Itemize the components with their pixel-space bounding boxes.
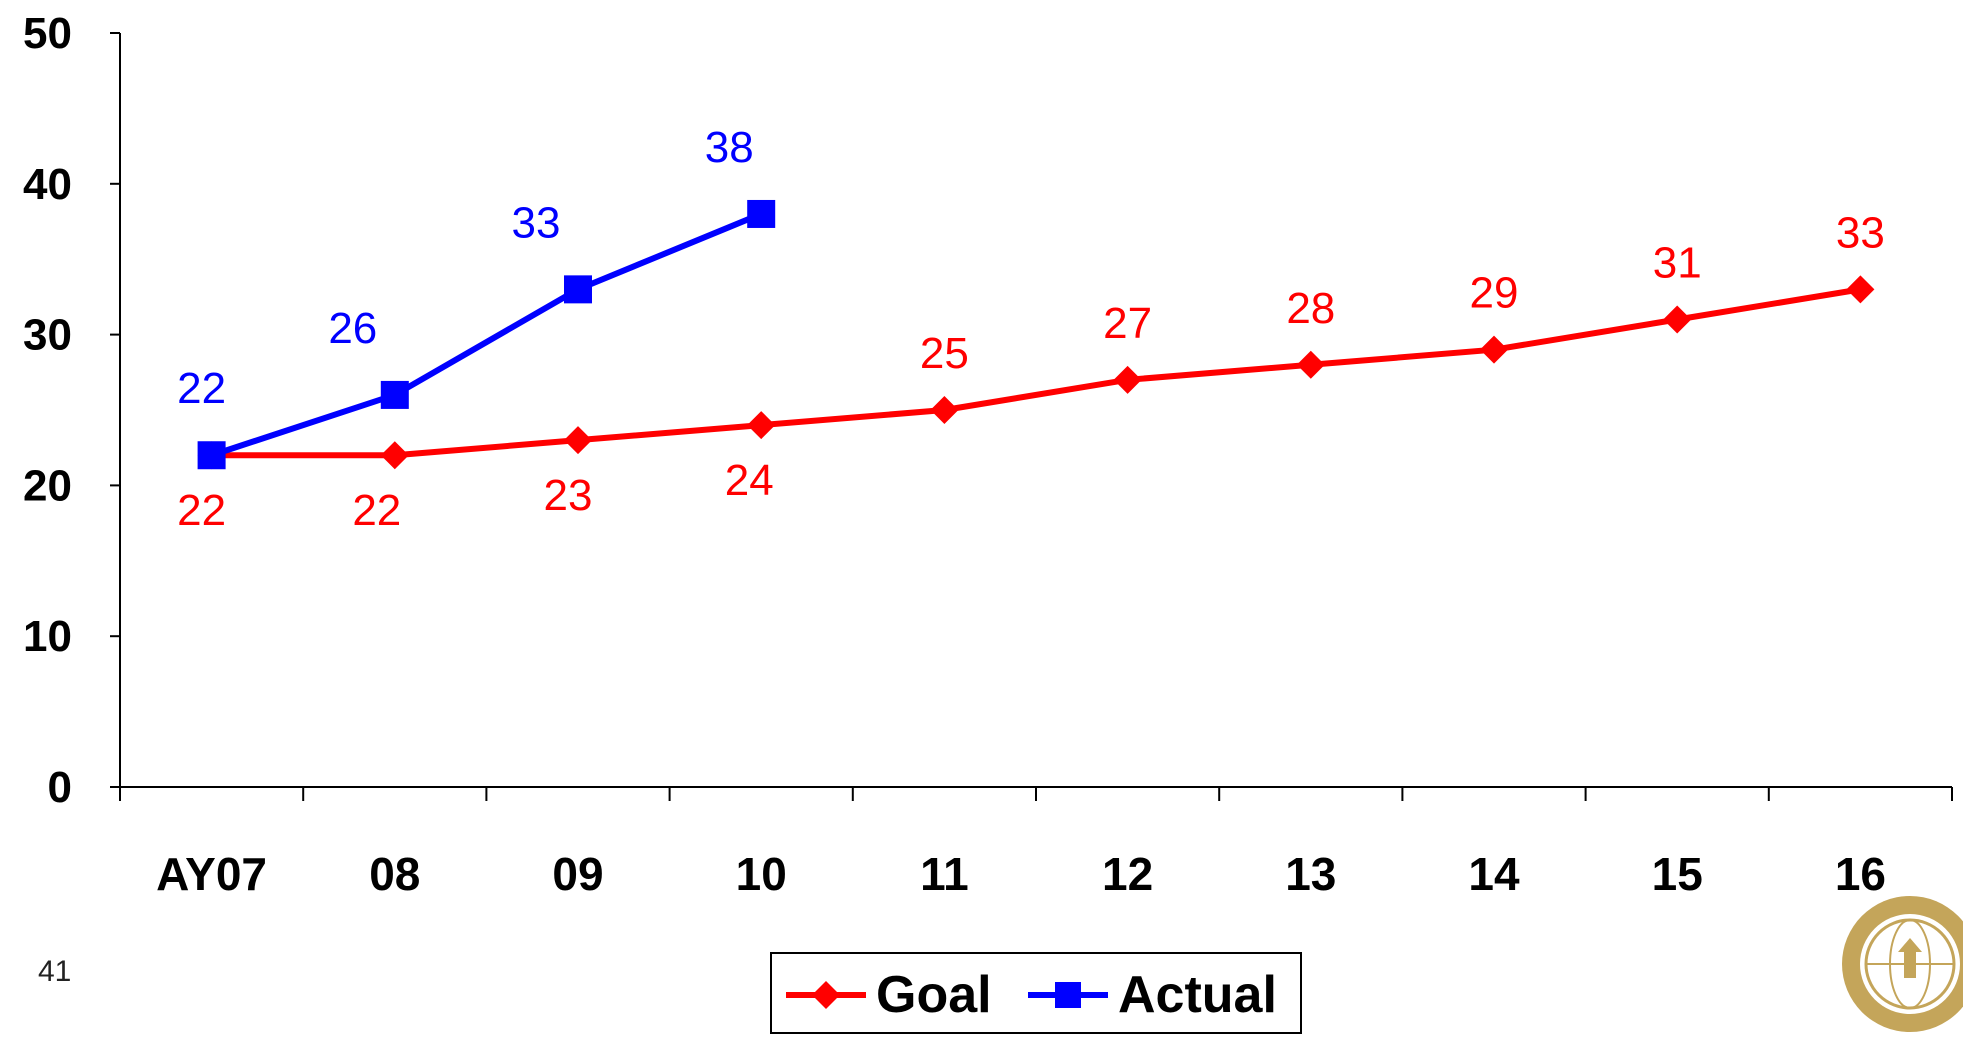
goal-data-point [747, 411, 776, 440]
x-tick-label: 10 [736, 848, 787, 900]
goal-legend-marker-icon [786, 981, 866, 1009]
university-seal-icon [1842, 896, 1963, 1032]
x-tick-label: 14 [1468, 848, 1520, 900]
x-tick-label: 13 [1285, 848, 1336, 900]
goal-data-label: 24 [725, 456, 774, 505]
slide-number: 41 [38, 955, 72, 988]
x-tick-label: 16 [1835, 848, 1886, 900]
x-tick-label: 15 [1652, 848, 1703, 900]
goal-data-point [1113, 365, 1142, 394]
goal-data-point [380, 441, 409, 470]
x-tick-label: 09 [552, 848, 603, 900]
actual-data-point [197, 441, 226, 470]
goal-data-label: 29 [1470, 269, 1519, 318]
goal-data-label: 23 [544, 471, 593, 520]
goal-data-label: 22 [352, 486, 401, 535]
actual-data-label: 22 [177, 364, 226, 413]
goal-data-label: 31 [1653, 239, 1702, 288]
actual-data-label: 33 [512, 198, 561, 247]
legend-item-goal: Goal [784, 954, 992, 1036]
goal-data-label: 25 [920, 329, 969, 378]
goal-data-label: 27 [1103, 299, 1152, 348]
x-tick-label: AY07 [156, 848, 267, 900]
actual-series-line [210, 211, 763, 459]
actual-legend-marker-icon [1028, 982, 1108, 1008]
x-tick-label: 08 [369, 848, 420, 900]
actual-data-point [380, 380, 409, 409]
goal-data-point [564, 426, 592, 455]
actual-data-point [564, 275, 592, 304]
y-tick-label: 50 [23, 9, 72, 58]
chart-legend: Goal Actual [770, 952, 1302, 1034]
actual-data-label: 26 [328, 304, 377, 353]
actual-data-point [747, 199, 776, 228]
goal-data-label: 33 [1836, 208, 1885, 257]
actual-data-label: 38 [705, 123, 754, 172]
goal-data-label: 22 [177, 486, 226, 535]
legend-label-goal: Goal [876, 966, 992, 1024]
y-tick-label: 30 [23, 311, 72, 360]
goal-data-point [1663, 305, 1692, 334]
y-tick-label: 20 [23, 461, 72, 510]
legend-item-actual: Actual [1026, 954, 1277, 1036]
y-tick-label: 10 [23, 612, 72, 661]
goal-data-label: 28 [1286, 284, 1335, 333]
goal-data-point [930, 396, 959, 424]
goal-data-point [1296, 350, 1325, 379]
goal-series-line [211, 286, 1861, 459]
y-tick-label: 40 [23, 160, 72, 209]
goal-data-point [1480, 335, 1508, 364]
x-tick-label: 11 [920, 848, 969, 900]
goal-data-point [1846, 275, 1875, 304]
y-tick-label: 0 [48, 763, 72, 812]
legend-label-actual: Actual [1118, 966, 1277, 1024]
x-tick-label: 12 [1102, 848, 1153, 900]
